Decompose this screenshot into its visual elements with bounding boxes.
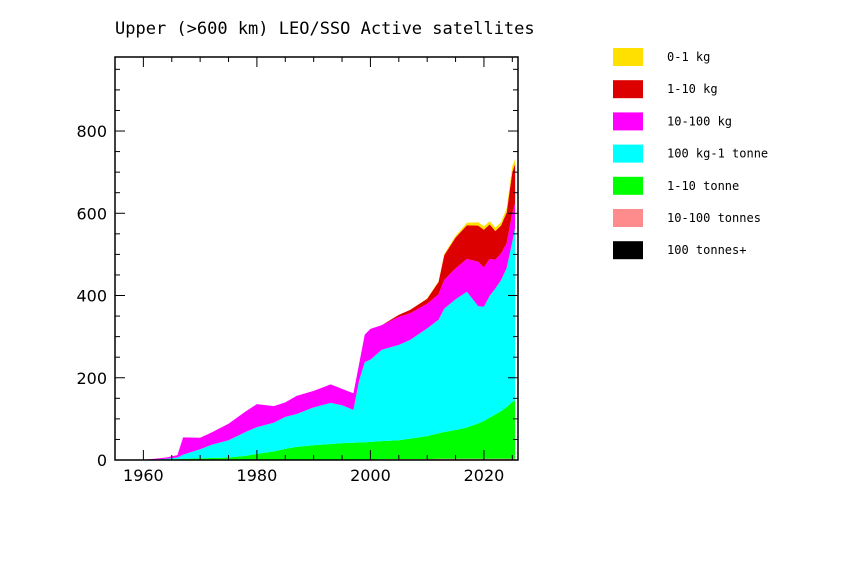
plot-frame <box>114 56 519 461</box>
legend-label-0-1-kg: 0-1 kg <box>667 50 710 64</box>
y-tick-label-600: 600 <box>76 204 107 223</box>
axes: 1960 1980 2000 2020 0 200 400 600 800 <box>76 57 518 485</box>
x-tick-label-2020: 2020 <box>464 466 505 485</box>
chart-title: Upper (>600 km) LEO/SSO Active satellite… <box>115 19 535 39</box>
area-1-10-tonne <box>115 400 516 460</box>
legend-swatch-0-1-kg <box>613 48 643 66</box>
y-tick-label-800: 800 <box>76 122 107 141</box>
y-tick-label-400: 400 <box>76 287 107 306</box>
legend-label-10-100-tonnes: 10-100 tonnes <box>667 211 761 225</box>
legend-swatch-10-100-tonnes <box>613 209 643 227</box>
legend-label-1-10-tonne: 1-10 tonne <box>667 179 739 193</box>
legend-label-1-10-kg: 1-10 kg <box>667 82 718 96</box>
legend-swatch-1-10-tonne <box>613 176 643 195</box>
y-tick-label-0: 0 <box>97 451 107 470</box>
x-tick-label-2000: 2000 <box>350 466 391 485</box>
legend-label-10-100-kg: 10-100 kg <box>667 114 732 128</box>
stacked-areas <box>115 158 516 461</box>
x-tick-label-1980: 1980 <box>237 466 278 485</box>
legend-swatch-100-kg-1-tonne <box>613 144 643 163</box>
legend-swatch-1-10-kg <box>613 80 643 99</box>
legend-label-100-kg-1-tonne: 100 kg-1 tonne <box>667 147 768 161</box>
legend-label-100-tonnes: 100 tonnes+ <box>667 243 746 257</box>
y-tick-label-200: 200 <box>76 369 107 388</box>
legend-swatch-10-100-kg <box>613 112 643 131</box>
area-100-kg-1-tonne <box>115 227 516 460</box>
legend: 0-1 kg 1-10 kg 10-100 kg 100 kg-1 tonne 1-10… <box>613 48 768 260</box>
x-tick-label-1960: 1960 <box>123 466 164 485</box>
legend-swatch-100-tonnes <box>613 241 643 260</box>
